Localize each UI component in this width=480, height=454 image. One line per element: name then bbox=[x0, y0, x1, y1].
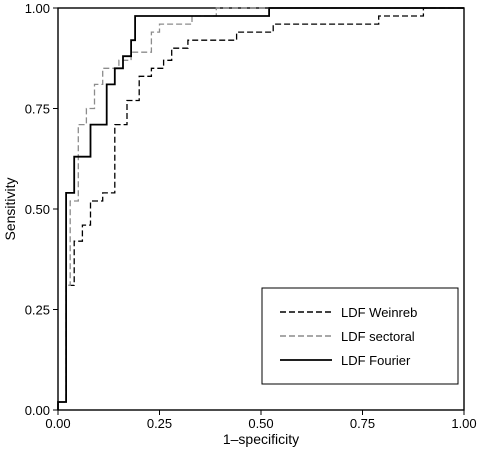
x-tick-label: 0.00 bbox=[45, 416, 70, 431]
roc-line-fourier bbox=[57, 7, 464, 410]
y-axis-title: Sensitivity bbox=[2, 177, 18, 240]
y-tick-label: 1.00 bbox=[25, 1, 50, 16]
y-tick-label: 0.50 bbox=[25, 202, 50, 217]
roc-line-weinreb bbox=[57, 7, 464, 410]
legend-label-sectoral: LDF sectoral bbox=[341, 329, 415, 344]
legend-label-fourier: LDF Fourier bbox=[341, 353, 411, 368]
y-tick-label: 0.25 bbox=[25, 303, 50, 318]
axis-ticks: 0.00 0.25 0.50 0.75 1.00 0.00 0.25 0.50 0.75 1.00 bbox=[25, 1, 477, 431]
x-tick-label: 0.25 bbox=[147, 416, 172, 431]
y-tick-label: 0.75 bbox=[25, 102, 50, 117]
roc-line-sectoral bbox=[57, 7, 464, 410]
x-axis-title: 1–specificity bbox=[223, 431, 299, 447]
legend: LDF Weinreb LDF sectoral LDF Fourier bbox=[261, 287, 459, 385]
legend-label-weinreb: LDF Weinreb bbox=[341, 305, 417, 320]
x-tick-label: 1.00 bbox=[451, 416, 476, 431]
x-tick-label: 0.75 bbox=[350, 416, 375, 431]
y-tick-label: 0.00 bbox=[25, 403, 50, 418]
x-tick-label: 0.50 bbox=[248, 416, 273, 431]
series-layer bbox=[57, 7, 464, 410]
